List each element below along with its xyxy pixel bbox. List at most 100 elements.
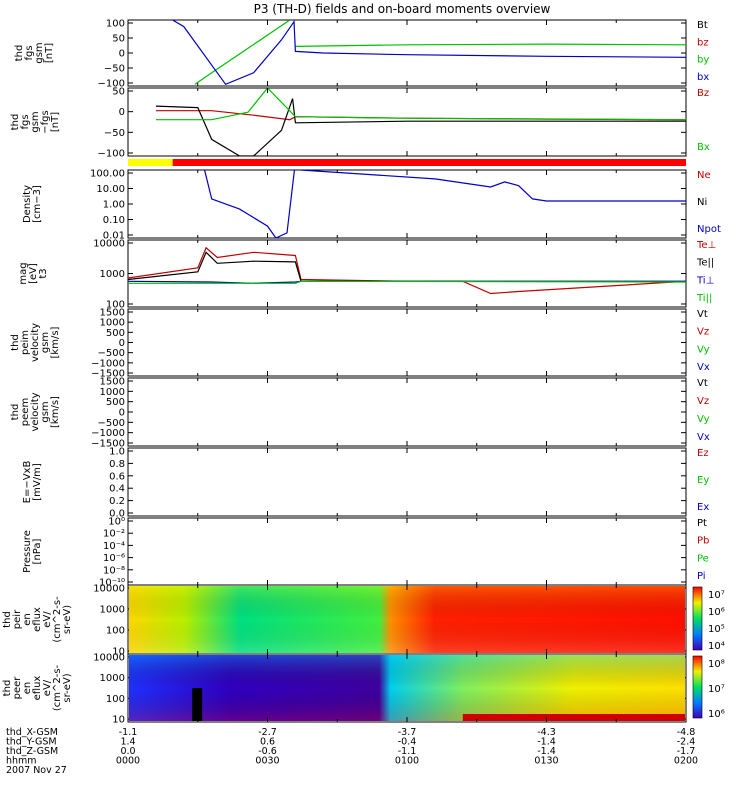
y-tick-label: 100 xyxy=(106,300,125,311)
y-tick-label: 10⁻⁴ xyxy=(103,541,125,552)
y-axis-label: E=−VxB xyxy=(22,461,33,504)
y-tick-label: −50 xyxy=(104,64,125,75)
date-label: 2007 Nov 27 xyxy=(6,765,67,776)
x-row-value: -1.4 xyxy=(537,746,556,757)
colorbar xyxy=(692,586,703,651)
y-tick-label: 1000 xyxy=(100,269,125,280)
colorbar xyxy=(692,655,703,719)
y-axis-label: peir xyxy=(12,609,23,629)
legend-vz: Vz xyxy=(697,396,709,407)
y-tick-label: −1000 xyxy=(91,428,125,439)
legend-vt: Vt xyxy=(697,378,708,389)
y-tick-label: 10⁻⁶ xyxy=(103,553,125,564)
x-row-value: 0030 xyxy=(255,756,279,767)
y-tick-label: −1000 xyxy=(91,358,125,369)
y-tick-label: −500 xyxy=(98,348,125,359)
legend-ez: Ez xyxy=(697,448,709,459)
y-tick-label: 10⁰ xyxy=(108,517,125,528)
panel-efield: 1.00.80.6 0.40.2 0.0 E=−VxB [mV/m] Ez Ey Ex xyxy=(22,447,709,520)
y-tick-label: 10000 xyxy=(93,653,125,664)
y-axis-label: (cm^2-s- xyxy=(52,664,63,711)
y-axis-label: [nPa] xyxy=(32,538,43,564)
high-flux-band xyxy=(462,714,685,721)
y-tick-label: 1000 xyxy=(100,387,125,398)
y-axis-label: en xyxy=(22,682,33,695)
y-tick-label: 100 xyxy=(106,19,125,30)
y-tick-label: 0.0 xyxy=(109,509,125,520)
y-axis-label: sr-eV) xyxy=(62,673,73,702)
panel-frame xyxy=(127,169,687,239)
legend-npot: Npot xyxy=(697,224,721,235)
panel-peir_spectrogram: 10000 1000 100 10 thd peir en eflux eV/(cm^2-s-s… xyxy=(2,584,725,658)
y-tick-label: 10000 xyxy=(93,584,125,595)
panel-frame xyxy=(127,447,687,517)
series-line-npot xyxy=(203,170,686,238)
panel-density: 100.00 10.00 1.00 0.10 0.01 Density [cm−3] Ne Ni… xyxy=(22,169,721,242)
panel-frame xyxy=(127,19,687,87)
y-axis-label: gsm xyxy=(30,111,41,132)
x-row-value: -1.1 xyxy=(119,727,138,738)
y-axis-label: t3 xyxy=(38,268,49,278)
y-tick-label: 1000 xyxy=(100,318,125,329)
y-axis-label: [km/s] xyxy=(50,396,61,428)
y-tick-label: 0.4 xyxy=(109,484,125,495)
x-row-label: thd_X-GSM xyxy=(6,727,58,738)
x-row-value: -2.7 xyxy=(258,727,277,738)
y-axis-label: thd xyxy=(10,114,21,131)
y-tick-label: 10 xyxy=(112,715,125,726)
legend-pt: Pt xyxy=(697,518,707,529)
y-tick-label: 0.10 xyxy=(103,215,125,226)
y-tick-label: 10000 xyxy=(93,239,125,250)
legend-ti: Ti|| xyxy=(696,293,712,304)
panel-fgs_zoom: 50 0 −50 −100 thd fgs gsm −fgs [nT] Bz Bx xyxy=(10,87,710,160)
spectrogram-shading xyxy=(129,586,685,653)
y-axis-label: gsm xyxy=(40,401,51,422)
y-tick-label: −1500 xyxy=(91,439,125,450)
legend-pb: Pb xyxy=(697,536,709,547)
y-tick-label: 10⁻⁸ xyxy=(103,565,125,576)
figure-title: P3 (TH-D) fields and on-board moments ov… xyxy=(254,2,551,16)
y-tick-label: 100.00 xyxy=(90,169,125,180)
colorbar-tick-label: 10⁵ xyxy=(708,624,725,635)
y-axis-label: gsm xyxy=(34,42,45,63)
y-tick-label: −100 xyxy=(98,79,125,90)
y-axis-label: eflux xyxy=(32,676,43,701)
y-axis-label: eV/ xyxy=(42,611,53,628)
x-row-value: 0000 xyxy=(116,756,140,767)
series-line-black xyxy=(155,98,686,156)
y-axis-label: sr-eV) xyxy=(62,605,73,634)
colorbar-tick-label: 10⁴ xyxy=(708,641,725,652)
legend-bz: Bz xyxy=(697,88,709,99)
y-tick-label: 1.0 xyxy=(109,447,125,458)
y-tick-label: −50 xyxy=(104,128,125,139)
y-axis-label: Density xyxy=(22,185,33,223)
y-axis-label: thd xyxy=(10,334,21,351)
y-axis-label: mag xyxy=(18,262,29,284)
legend-vy: Vy xyxy=(697,344,710,355)
legend-vt: Vt xyxy=(697,309,708,320)
legend-bx: Bx xyxy=(697,142,710,153)
y-tick-label: 100 xyxy=(106,626,125,637)
y-tick-label: 500 xyxy=(106,328,125,339)
y-tick-label: 10 xyxy=(112,647,125,658)
y-tick-label: 0.01 xyxy=(103,231,125,242)
panel-frame xyxy=(127,517,687,586)
x-row-value: -4.3 xyxy=(537,727,556,738)
y-tick-label: 1500 xyxy=(100,377,125,388)
y-tick-label: 1500 xyxy=(100,308,125,319)
y-axis-label: Pressure xyxy=(22,530,33,573)
y-axis-label: −fgs xyxy=(40,110,51,133)
x-row-value: 1.4 xyxy=(120,737,135,748)
y-tick-label: 0 xyxy=(119,49,125,60)
y-axis-label: peim xyxy=(20,330,31,355)
series-line-bx xyxy=(155,88,686,121)
y-axis-label: [nT] xyxy=(44,43,55,63)
series-line-ti xyxy=(128,280,686,284)
y-tick-label: 100 xyxy=(106,694,125,705)
legend-vz: Vz xyxy=(697,327,709,338)
legend-by: by xyxy=(697,55,709,66)
legend-vx: Vx xyxy=(697,432,710,443)
